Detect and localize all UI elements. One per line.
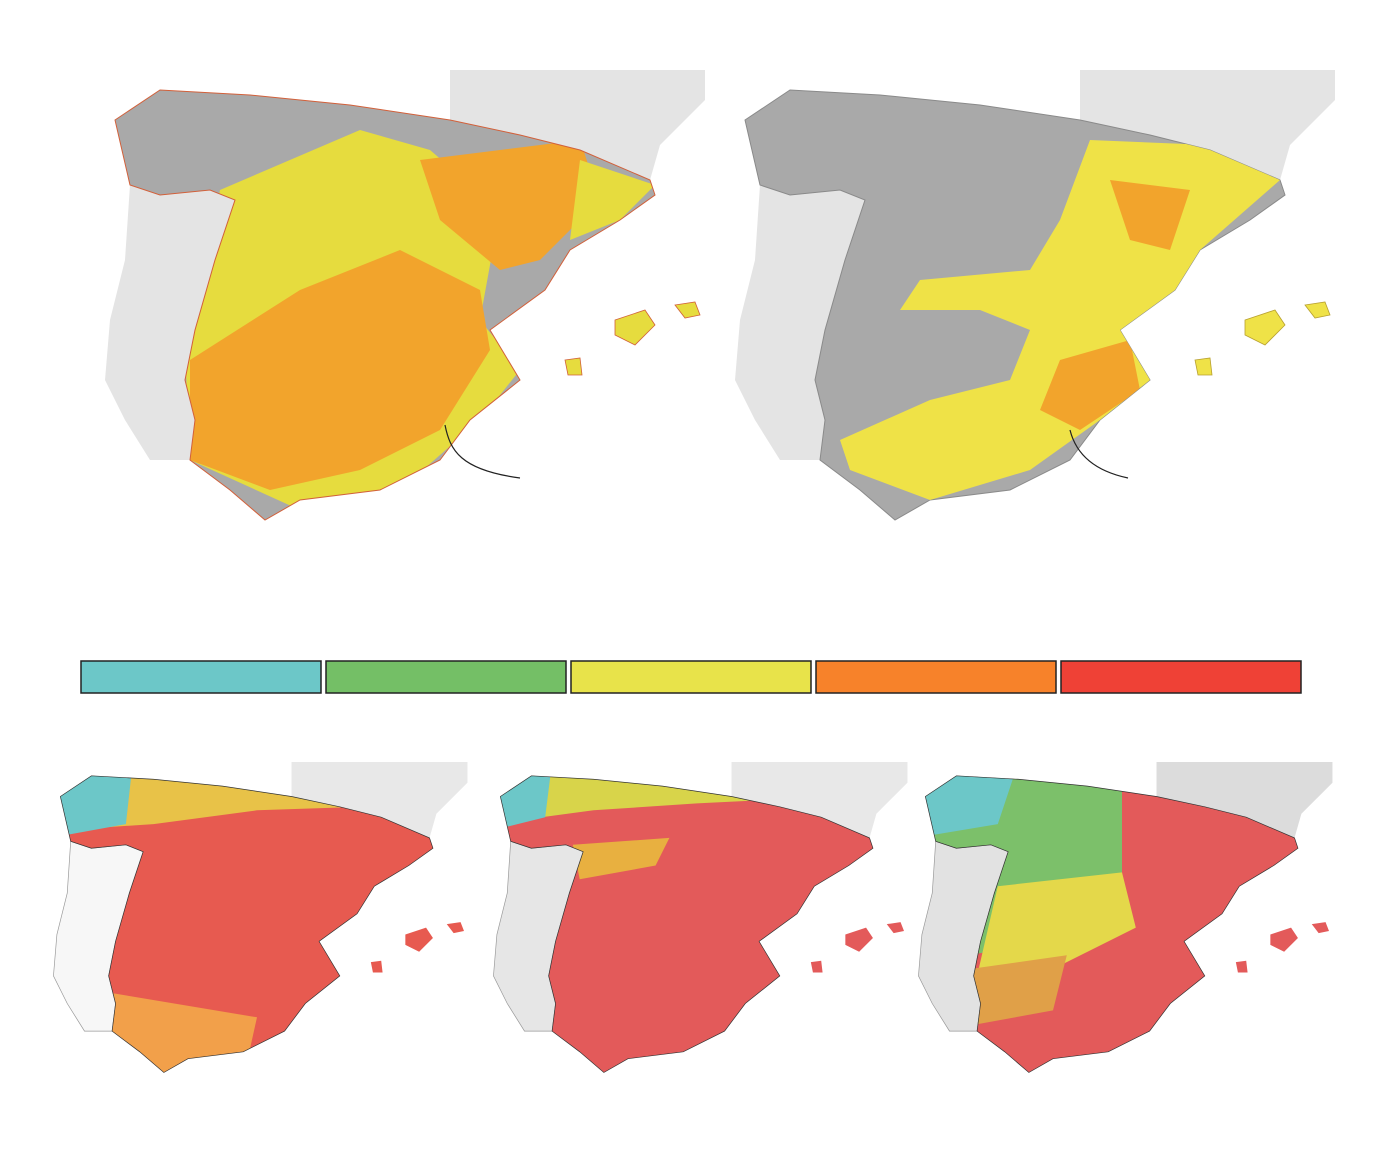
legend-swatch	[815, 660, 1057, 694]
legend-swatch	[325, 660, 567, 694]
legend-swatch	[570, 660, 812, 694]
map-top-right	[735, 70, 1335, 521]
legend-swatch	[80, 660, 322, 694]
legend	[80, 660, 1302, 694]
map-bottom-1	[53, 762, 468, 1073]
legend-swatch	[1060, 660, 1302, 694]
map-top-left	[105, 70, 705, 521]
map-bottom-3	[918, 762, 1333, 1073]
map-bottom-2	[493, 762, 908, 1073]
